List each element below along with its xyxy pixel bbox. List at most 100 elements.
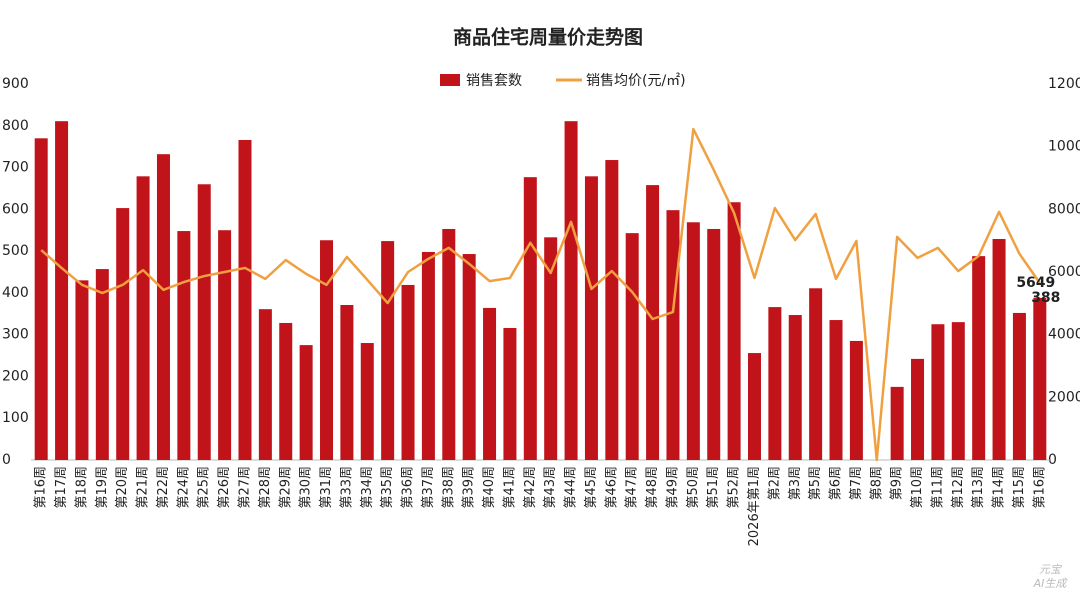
- x-tick-label: 第26周: [217, 466, 232, 509]
- x-tick-label: 第19周: [95, 466, 110, 509]
- y-tick-label: 700: [2, 160, 29, 176]
- bar: [646, 185, 660, 460]
- bar: [625, 233, 639, 460]
- y-tick-label: 900: [2, 76, 29, 92]
- bar: [972, 256, 986, 460]
- bar: [442, 228, 456, 460]
- x-tick-label: 第21周: [136, 466, 151, 509]
- x-tick-label: 第49周: [665, 466, 680, 509]
- bar: [95, 269, 109, 460]
- y2-tick-label: 6000: [1048, 264, 1080, 280]
- x-tick-label: 第44周: [564, 466, 579, 509]
- bar: [55, 121, 69, 460]
- bar: [279, 322, 293, 460]
- x-tick-label: 2026年第1周: [747, 466, 762, 546]
- y-tick-label: 300: [2, 327, 29, 343]
- x-tick-label: 第45周: [584, 466, 599, 509]
- bar: [421, 251, 435, 460]
- x-tick-label: 第39周: [462, 466, 477, 509]
- x-tick-label: 第7周: [849, 466, 864, 500]
- x-tick-label: 第18周: [74, 466, 89, 509]
- bar: [809, 288, 823, 460]
- x-tick-label: 第47周: [625, 466, 640, 509]
- bar: [544, 237, 558, 460]
- bar: [1033, 297, 1047, 460]
- x-tick-label: 第38周: [441, 466, 456, 509]
- x-tick-label: 第33周: [339, 466, 354, 509]
- x-tick-label: 第12周: [951, 466, 966, 509]
- bar: [34, 138, 48, 461]
- x-tick-label: 第2周: [767, 466, 782, 500]
- data-label: 5649: [1016, 275, 1055, 291]
- chart-title: 商品住宅周量价走势图: [453, 26, 643, 49]
- bar: [156, 154, 170, 461]
- x-tick-label: 第48周: [645, 466, 660, 509]
- x-tick-label: 第35周: [380, 466, 395, 509]
- legend-swatch: [440, 74, 460, 86]
- y2-tick-label: 4000: [1048, 327, 1080, 343]
- x-tick-label: 第22周: [156, 466, 171, 509]
- y2-tick-label: 8000: [1048, 201, 1080, 217]
- bar: [564, 121, 578, 460]
- x-tick-label: 第10周: [910, 466, 925, 509]
- x-tick-label: 第36周: [401, 466, 416, 509]
- bar: [177, 231, 191, 460]
- bar: [320, 240, 334, 460]
- bar: [197, 184, 211, 460]
- x-tick-label: 第11周: [930, 466, 945, 509]
- bar: [401, 284, 415, 460]
- bar: [584, 176, 598, 460]
- y-tick-label: 800: [2, 118, 29, 134]
- x-tick-label: 第42周: [523, 466, 538, 509]
- bar: [381, 241, 395, 460]
- bar: [75, 280, 89, 460]
- bar: [299, 345, 313, 460]
- x-tick-label: 第8周: [869, 466, 884, 500]
- bar: [136, 176, 150, 460]
- bar: [707, 228, 721, 460]
- x-tick-label: 第24周: [176, 466, 191, 509]
- line: [40, 127, 1041, 462]
- x-tick-label: 第6周: [829, 466, 844, 500]
- x-tick-label: 第25周: [197, 466, 212, 509]
- y2-tick-label: 10000: [1048, 139, 1080, 155]
- y2-tick-label: 2000: [1048, 389, 1080, 405]
- bar: [931, 324, 945, 460]
- x-tick-label: 第27周: [237, 466, 252, 509]
- x-tick-label: 第29周: [278, 466, 293, 509]
- bar: [340, 305, 354, 460]
- bar: [218, 230, 232, 460]
- x-tick-label: 第5周: [808, 466, 823, 500]
- bar: [666, 210, 680, 460]
- x-tick-label: 第16周: [34, 466, 49, 509]
- bar: [238, 139, 252, 460]
- legend-label: 销售均价(元/㎡): [586, 73, 686, 89]
- bar: [890, 386, 904, 460]
- y-tick-label: 200: [2, 368, 29, 384]
- legend-label: 销售套数: [466, 73, 522, 89]
- bar: [605, 160, 619, 460]
- bar: [503, 327, 517, 460]
- bar: [829, 320, 843, 460]
- x-tick-label: 第14周: [992, 466, 1007, 509]
- bar: [523, 177, 537, 461]
- x-tick-label: 第3周: [788, 466, 803, 500]
- x-tick-label: 第20周: [115, 466, 130, 509]
- bar: [768, 307, 782, 460]
- y-tick-label: 0: [2, 452, 11, 468]
- x-tick-label: 第9周: [890, 466, 905, 500]
- bar: [951, 322, 965, 460]
- y-tick-label: 500: [2, 243, 29, 259]
- x-tick-label: 第46周: [604, 466, 619, 509]
- watermark: AI生成: [1033, 577, 1069, 590]
- watermark: 元宝: [1039, 563, 1063, 576]
- y2-tick-label: 0: [1048, 452, 1057, 468]
- bar: [727, 202, 741, 460]
- x-tick-label: 第17周: [54, 466, 69, 509]
- bar: [849, 340, 863, 460]
- x-tick-label: 第15周: [1012, 466, 1027, 509]
- x-tick-label: 第30周: [299, 466, 314, 509]
- y-tick-label: 100: [2, 410, 29, 426]
- x-tick-label: 第43周: [543, 466, 558, 509]
- y-tick-label: 400: [2, 285, 29, 301]
